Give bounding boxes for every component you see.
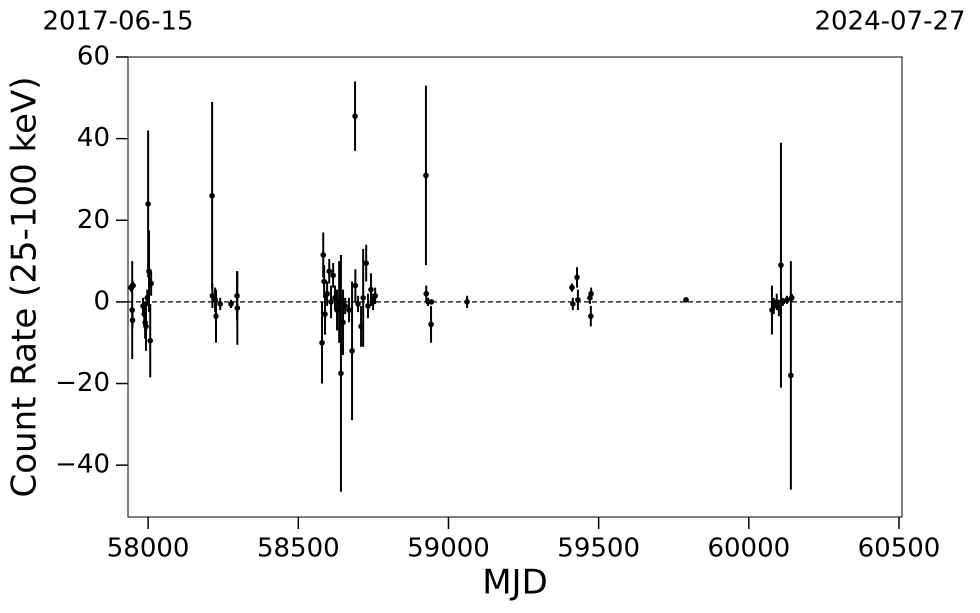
data-point (423, 172, 429, 179)
data-point (779, 299, 786, 305)
data-point (213, 313, 219, 319)
data-point (778, 262, 784, 268)
data-point (322, 311, 328, 317)
data-point (428, 299, 435, 305)
data-point (340, 319, 346, 326)
data-point (234, 305, 241, 311)
data-point (143, 323, 149, 330)
data-point (423, 290, 430, 297)
data-point (588, 313, 594, 319)
data-point (360, 295, 366, 301)
plot-frame (127, 56, 903, 518)
start-date: 2017-06-15 (42, 7, 193, 37)
data-point (147, 337, 154, 344)
data-point (464, 299, 470, 305)
x-tick-label: 60000 (707, 534, 790, 564)
x-tick-label: 59000 (407, 534, 490, 564)
data-point (209, 192, 215, 199)
x-tick-label: 58500 (257, 534, 340, 564)
data-point (355, 301, 361, 307)
data-point (328, 299, 334, 305)
data-point (324, 290, 330, 297)
data-point (217, 301, 224, 307)
data-point (372, 292, 378, 299)
data-point (365, 303, 371, 309)
data-point (326, 268, 333, 275)
data-point (788, 372, 794, 379)
data-point (575, 297, 581, 303)
data-point (130, 282, 136, 289)
data-point (363, 260, 369, 266)
data-point (588, 290, 594, 297)
end-date: 2024-07-27 (814, 7, 965, 37)
data-point (129, 317, 136, 324)
y-tick-label: 20 (77, 205, 110, 235)
data-point (129, 307, 136, 313)
data-point (368, 286, 374, 293)
x-tick-label: 60500 (858, 534, 941, 564)
data-point (428, 321, 434, 328)
y-tick-label: 40 (77, 123, 110, 153)
data-point (570, 301, 576, 307)
data-point (228, 301, 234, 307)
data-point (349, 348, 355, 354)
x-axis-label: MJD (482, 563, 548, 603)
data-point (788, 295, 795, 301)
data-point (346, 307, 352, 313)
data-point (342, 303, 348, 309)
data-point (784, 297, 790, 303)
data-point (209, 292, 216, 299)
x-tick-label: 58000 (107, 534, 190, 564)
data-point (569, 284, 575, 291)
data-point (145, 201, 151, 207)
data-point (320, 252, 327, 258)
y-tick-label: −40 (55, 450, 110, 480)
data-point (338, 370, 344, 377)
data-point (321, 278, 327, 285)
data-point (574, 274, 580, 281)
data-point (148, 280, 154, 287)
data-point (352, 113, 358, 119)
y-tick-label: 0 (93, 286, 110, 316)
data-point (319, 339, 325, 346)
y-tick-label: −20 (55, 368, 110, 398)
data-point (330, 272, 336, 279)
x-tick-label: 59500 (557, 534, 640, 564)
data-point (352, 282, 359, 289)
y-tick-label: 60 (77, 42, 110, 72)
y-axis-label: Count Rate (25-100 keV) (5, 77, 45, 498)
data-point (770, 303, 777, 309)
data-point (683, 297, 689, 303)
